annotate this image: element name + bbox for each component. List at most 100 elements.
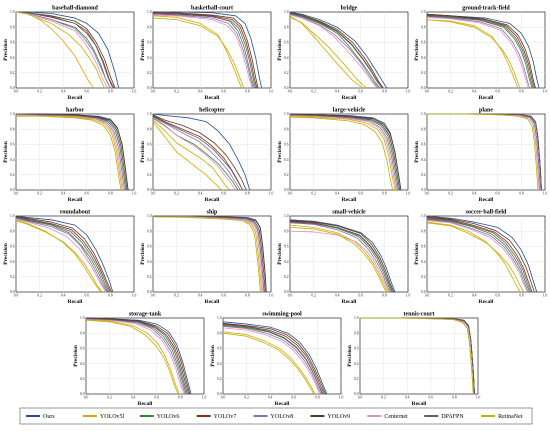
- x-axis-label: Recall: [275, 401, 290, 407]
- chart-title: storage-tank: [129, 312, 162, 318]
- y-axis-label: Precision: [347, 345, 353, 367]
- x-tick-label: 1.0: [202, 396, 207, 400]
- y-tick-label: 1.0: [147, 10, 152, 14]
- legend-item-dpafpn: DPAFPN: [424, 414, 464, 420]
- y-tick-label: 0.8: [10, 25, 15, 29]
- y-axis-label: Precision: [414, 243, 420, 265]
- y-tick-label: 0.6: [10, 245, 15, 249]
- x-tick-label: 0.6: [359, 294, 364, 298]
- series-line-yolov8: [152, 13, 254, 89]
- series-line-ours: [426, 215, 538, 293]
- series-line-ours: [153, 11, 262, 89]
- series-line-centernet: [15, 218, 107, 293]
- y-axis-label: Precision: [277, 39, 283, 61]
- x-axis-label: Recall: [138, 401, 153, 407]
- series-line-yolov6: [15, 217, 109, 293]
- x-tick-label: 0.8: [108, 192, 113, 196]
- series-line-dpafpn: [152, 13, 257, 89]
- x-tick-label: 0.4: [335, 294, 340, 298]
- series-line-retinanet: [15, 220, 103, 293]
- y-tick-label: 0.6: [10, 143, 15, 147]
- y-tick-label: 1.0: [80, 316, 85, 320]
- y-tick-label: 0.4: [147, 56, 152, 60]
- series-line-yolov5l: [152, 15, 242, 89]
- y-tick-label: 0.6: [284, 41, 289, 45]
- x-tick-label: 0.2: [448, 90, 453, 94]
- y-tick-label: 1.0: [284, 10, 289, 14]
- x-tick-label: 0.0: [288, 294, 293, 298]
- y-tick-label: 1.0: [421, 112, 426, 116]
- legend-label: YOLOv8: [271, 414, 294, 420]
- y-tick-label: 0.2: [421, 275, 426, 279]
- x-tick-label: 0.4: [335, 90, 340, 94]
- x-tick-label: 0.8: [519, 294, 524, 298]
- y-tick-label: 1.0: [10, 10, 15, 14]
- y-tick-label: 0.8: [147, 127, 152, 131]
- y-tick-label: 0.2: [147, 71, 152, 75]
- series-line-ours: [289, 219, 396, 293]
- x-tick-label: 0.0: [221, 396, 226, 400]
- legend-label: Ours: [43, 414, 55, 420]
- y-tick-label: 0.0: [217, 392, 222, 396]
- x-tick-label: 0.2: [311, 192, 316, 196]
- x-tick-label: 1.0: [543, 294, 548, 298]
- series-line-centernet: [15, 11, 109, 89]
- series-line-ours: [222, 321, 328, 395]
- y-tick-label: 0.6: [421, 41, 426, 45]
- panel-harbor: 0.00.0 0.2 0.2 0.4 0.4 0.6 0.6 0.8 0.8 1.0 1.0 harb…: [3, 108, 136, 204]
- series-line-yolov8: [289, 13, 379, 89]
- panel-baseball-diamond: 0.00.0 0.2 0.2 0.4 0.4 0.6 0.6 0.8 0.8 1.0 1.0 base…: [3, 6, 136, 102]
- series-line-yolov6: [289, 13, 380, 89]
- legend-item-yolov9: YOLOv9: [310, 414, 350, 420]
- y-tick-label: 1.0: [284, 214, 289, 218]
- x-tick-label: 1.0: [269, 90, 274, 94]
- y-tick-label: 0.4: [421, 260, 426, 264]
- y-tick-label: 0.8: [147, 229, 152, 233]
- plot-area: [359, 317, 479, 395]
- x-tick-label: 0.8: [452, 396, 457, 400]
- series-line-yolov5l: [15, 219, 102, 293]
- legend-item-ours: Ours: [26, 414, 55, 420]
- panel-ground-track-field: 0.00.0 0.2 0.2 0.4 0.4 0.6 0.6 0.8 0.8 1.0 1.0 grou…: [414, 6, 547, 102]
- x-tick-label: 0.8: [382, 294, 387, 298]
- x-tick-label: 0.0: [14, 294, 19, 298]
- y-tick-label: 1.0: [147, 214, 152, 218]
- y-tick-label: 0.8: [217, 331, 222, 335]
- y-tick-label: 0.4: [284, 260, 289, 264]
- series-line-retinanet: [426, 222, 525, 293]
- series-line-yolov7: [15, 216, 111, 293]
- y-tick-label: 0.4: [421, 56, 426, 60]
- x-tick-label: 0.8: [178, 396, 183, 400]
- chart-title: tennis-court: [404, 312, 435, 318]
- x-tick-label: 0.8: [108, 90, 113, 94]
- x-tick-label: 0.8: [382, 192, 387, 196]
- y-tick-label: 0.0: [354, 392, 359, 396]
- chart-title: large-vehicle: [333, 108, 366, 114]
- y-tick-label: 0.0: [421, 188, 426, 192]
- panel-storage-tank: 0.00.0 0.2 0.2 0.4 0.4 0.6 0.6 0.8 0.8 1.0 1.0 stor…: [73, 312, 206, 408]
- chart-title: swimming-pool: [262, 312, 302, 318]
- series-line-yolov9: [289, 12, 384, 89]
- series-line-dpafpn: [152, 115, 244, 191]
- series-line-yolov9: [152, 114, 247, 191]
- y-tick-label: 0.8: [421, 127, 426, 131]
- series-line-dpafpn: [153, 215, 266, 293]
- legend-item-yolov8: YOLOv8: [253, 414, 294, 420]
- x-tick-label: 0.2: [448, 294, 453, 298]
- y-tick-label: 0.0: [10, 290, 15, 294]
- series-line-centernet: [426, 220, 528, 293]
- x-tick-label: 0.0: [358, 396, 363, 400]
- plot-area: [152, 11, 272, 89]
- x-tick-label: 0.4: [61, 294, 66, 298]
- x-tick-label: 0.8: [315, 396, 320, 400]
- y-tick-label: 0.2: [10, 71, 15, 75]
- series-line-centernet: [85, 319, 185, 395]
- series-line-yolov7: [222, 323, 325, 395]
- legend-item-retinanet: RetinaNet: [481, 414, 523, 420]
- x-tick-label: 0.4: [131, 396, 136, 400]
- x-tick-label: 0.0: [425, 294, 430, 298]
- series-line-dpafpn: [289, 13, 383, 89]
- chart-title: basketball-court: [191, 6, 233, 12]
- panel-bridge: 0.00.0 0.2 0.2 0.4 0.4 0.6 0.6 0.8 0.8 1.0 1.0 brid…: [277, 6, 410, 102]
- series-line-retinanet: [289, 116, 394, 191]
